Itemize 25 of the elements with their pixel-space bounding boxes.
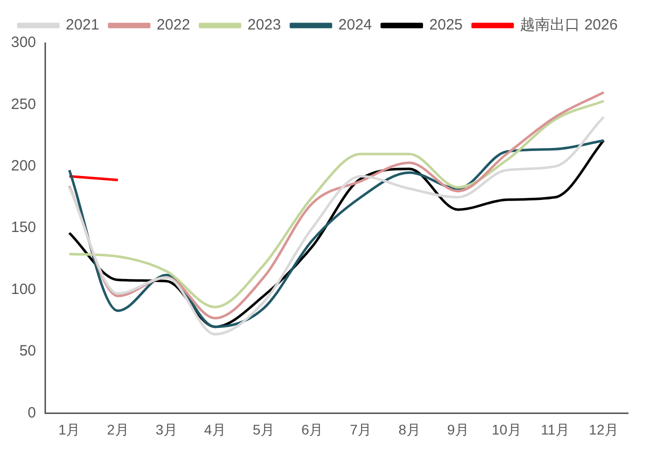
y-tick-label: 0 — [28, 404, 36, 422]
x-tick-label: 2月 — [107, 421, 129, 438]
legend-label: 2022 — [156, 16, 190, 34]
legend-label: 越南出口 2026 — [520, 16, 618, 34]
legend-label: 2025 — [429, 16, 463, 34]
y-tick-label: 250 — [10, 96, 36, 113]
y-tick-label: 150 — [10, 219, 36, 236]
x-tick-label: 8月 — [398, 421, 420, 438]
x-tick-label: 5月 — [252, 421, 275, 438]
x-tick-label: 3月 — [156, 421, 178, 438]
x-tick-label: 6月 — [301, 421, 324, 438]
x-tick-label: 7月 — [350, 421, 372, 438]
x-tick-label: 10月 — [492, 421, 522, 438]
legend-label: 2021 — [66, 16, 100, 34]
x-tick-label: 4月 — [204, 421, 226, 438]
x-tick-label: 11月 — [540, 421, 570, 438]
legend-label: 2024 — [338, 16, 372, 34]
y-tick-label: 200 — [10, 158, 36, 175]
x-tick-label: 12月 — [588, 421, 618, 438]
legend-label: 2023 — [248, 16, 281, 34]
y-tick-label: 100 — [10, 280, 36, 298]
x-tick-label: 1月 — [58, 421, 80, 438]
y-tick-label: 300 — [10, 34, 36, 52]
x-tick-label: 9月 — [447, 421, 469, 438]
y-tick-label: 50 — [19, 342, 36, 360]
